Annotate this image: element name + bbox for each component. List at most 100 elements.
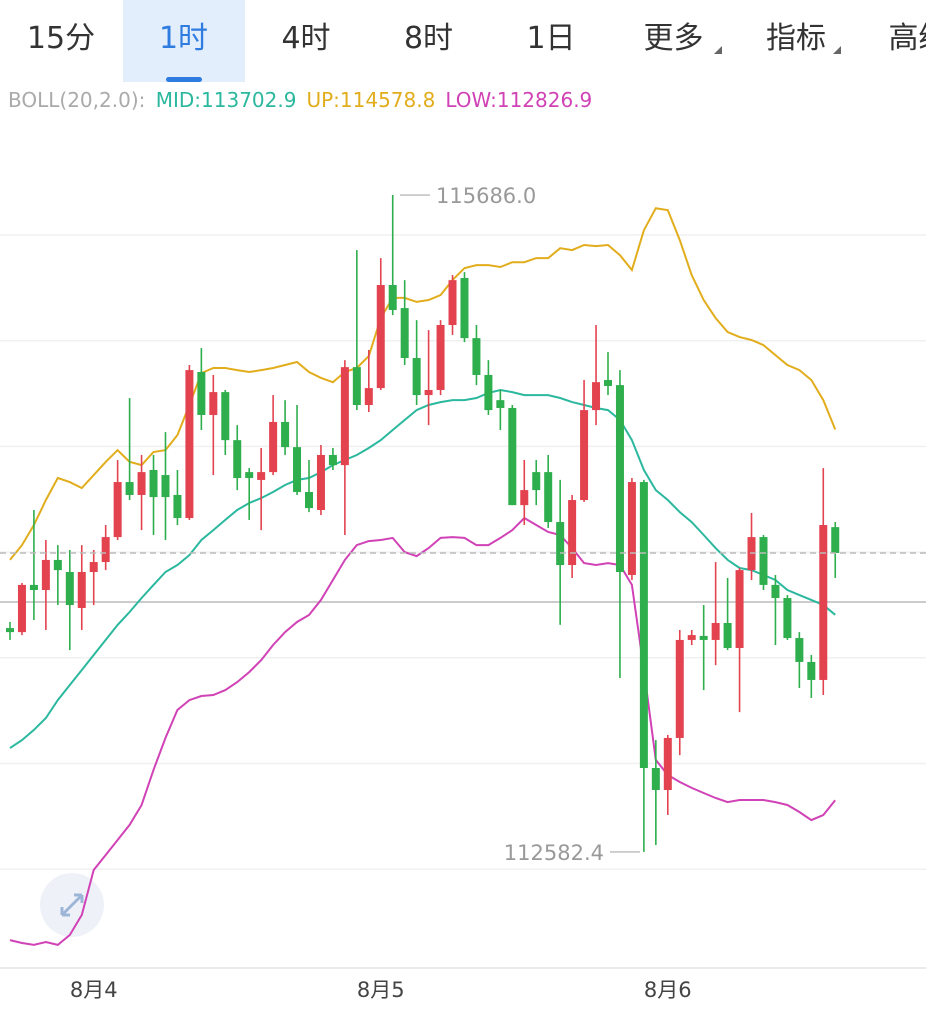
candle-body: [556, 522, 565, 566]
boll-line: [9, 388, 836, 749]
tab[interactable]: 高级: [888, 21, 926, 56]
candle-body: [137, 472, 146, 495]
candle-body: [173, 494, 182, 519]
candle-body: [41, 559, 50, 590]
candle-body: [520, 490, 529, 506]
x-tick-label: 8月6: [644, 978, 692, 1002]
candle-body: [484, 374, 493, 411]
candle-body: [544, 472, 553, 523]
candle-body: [460, 278, 469, 339]
legend-label: UP:: [306, 88, 340, 112]
candle-body: [17, 584, 26, 633]
min-label: 112582.4: [504, 841, 604, 865]
tab[interactable]: 指标: [735, 0, 857, 82]
candle-body: [316, 454, 325, 510]
candle-body: [77, 572, 86, 608]
candle-body: [436, 325, 445, 390]
candle-body: [795, 638, 804, 662]
expand-icon: [60, 893, 84, 917]
candle-body: [735, 570, 744, 648]
candle-body: [448, 280, 457, 326]
candle-body: [388, 285, 397, 310]
candle-body: [759, 537, 768, 585]
candle-body: [412, 358, 421, 396]
candle-body: [113, 482, 122, 538]
candle-body: [615, 385, 624, 573]
legend-value: 114578.8: [339, 88, 436, 112]
candle-body: [185, 370, 194, 519]
legend-label: LOW:: [445, 88, 497, 112]
x-tick-label: 8月4: [70, 978, 118, 1002]
candle-body: [699, 635, 708, 640]
candle-body: [340, 367, 349, 466]
candle-body: [281, 421, 290, 448]
candle-body: [328, 454, 337, 466]
candle-body: [472, 338, 481, 375]
dropdown-indicator: [833, 46, 841, 54]
candle-body: [352, 367, 361, 406]
tab-bar: 15分 1时 4时 8时 1日 更多指标高级: [0, 0, 926, 84]
candle-body: [269, 421, 278, 473]
legend-value: 112826.9: [496, 88, 593, 112]
candle-body: [6, 628, 14, 633]
candle-body: [376, 285, 385, 389]
candle-body: [101, 537, 110, 563]
candle-body: [771, 584, 780, 599]
indicator-name: BOLL(20,2.0):: [8, 88, 146, 112]
candle-body: [783, 598, 792, 639]
candle-body: [161, 475, 170, 498]
candle-body: [604, 380, 612, 386]
boll-line: [9, 207, 837, 561]
candle-body: [819, 525, 828, 680]
candle-body: [209, 392, 218, 415]
candle-body: [89, 562, 98, 573]
candle-body: [568, 500, 577, 566]
indicator-legend: BOLL(20,2.0): MID:113702.9 UP:114578.8 LOW…: [8, 88, 592, 112]
candle-body: [711, 623, 720, 640]
candle-body: [639, 482, 648, 768]
candle-body: [532, 472, 541, 491]
candle-body: [580, 410, 589, 501]
candle-body: [364, 388, 373, 406]
candle-body: [675, 639, 684, 738]
candle-body: [592, 382, 601, 411]
dropdown-indicator: [713, 46, 722, 54]
tab[interactable]: 1日: [526, 21, 576, 56]
tab[interactable]: 4时: [281, 21, 331, 56]
candle-body: [831, 527, 840, 553]
grid: [0, 234, 926, 870]
boll-line: [9, 516, 836, 946]
candle-body: [293, 447, 302, 493]
candle-body: [400, 308, 409, 359]
candle-body: [305, 492, 313, 509]
candle-body: [257, 472, 266, 480]
candle-body: [651, 767, 660, 791]
candle-body: [53, 559, 62, 571]
candle-body: [233, 440, 242, 479]
candle-body: [496, 400, 505, 408]
tab[interactable]: 8时: [403, 21, 454, 56]
max-label: 115686.0: [436, 184, 536, 208]
candle-body: [807, 661, 816, 680]
legend-value: 113702.9: [201, 88, 297, 112]
candle-body: [723, 623, 732, 648]
candle-body: [125, 482, 134, 495]
legend-label: MID:: [155, 88, 202, 112]
tab[interactable]: 15分: [26, 21, 96, 56]
candle-body: [197, 371, 206, 415]
candle-body: [424, 389, 433, 396]
candle-body: [221, 392, 230, 441]
candle-body: [149, 469, 158, 498]
candle-body: [663, 737, 672, 791]
x-tick-label: 8月5: [357, 978, 405, 1002]
candle-body: [29, 584, 38, 590]
tab[interactable]: 更多: [613, 0, 735, 82]
tab[interactable]: 1时: [122, 0, 245, 82]
candle-body: [687, 635, 696, 640]
candle-body: [627, 482, 636, 575]
candle-body: [245, 472, 254, 479]
candle-body: [508, 407, 517, 506]
candle-body: [65, 572, 74, 606]
